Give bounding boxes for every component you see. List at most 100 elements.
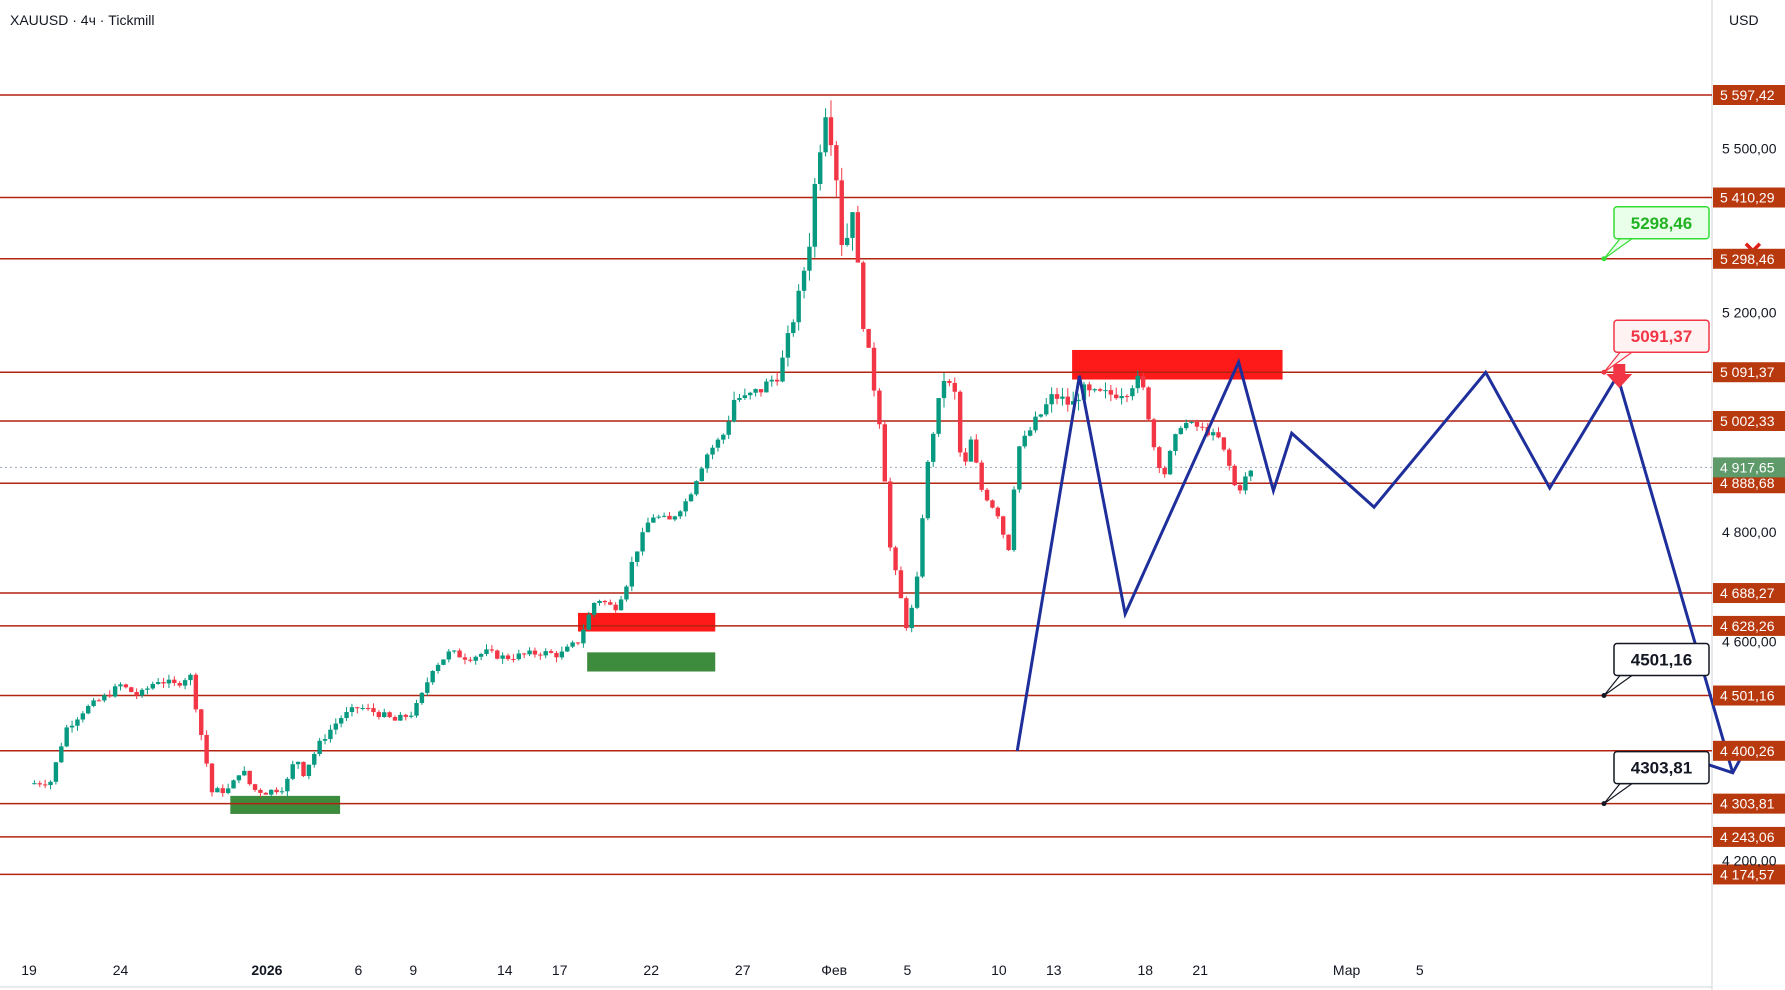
candle-body [333,723,338,730]
level-badge [1713,793,1785,814]
candle-body [360,707,365,709]
zones [230,349,1283,814]
candle-body [861,262,866,329]
candle-body [952,382,957,392]
price-axis[interactable]: 5 597,42 5 410,29 5 298,46 5 091,37 5 002,33… [1713,85,1785,885]
candle-body [1189,421,1194,423]
candle-body [769,379,774,382]
candle-body [301,761,306,777]
candle-body [129,687,134,693]
candle-body [59,746,64,763]
level-label: 4 501,16 [1720,688,1775,704]
candle-body [618,599,624,611]
x-tick-label: 18 [1138,962,1154,978]
candle-body [96,700,102,702]
level-label: 5 410,29 [1720,190,1775,206]
candle-body [1038,414,1044,417]
candle-body [1243,476,1248,491]
candle-body [166,679,172,684]
candle-body [834,145,839,181]
level-badge [1713,362,1785,383]
candle-body [812,184,818,247]
x-tick-label: 19 [21,962,37,978]
time-axis[interactable]: 19 24 2026 6 9 14 17 22 27 Фев 5 10 13 18 21 Мар 5 [21,962,1424,978]
candle-body [850,212,855,238]
x-tick-label: Фев [821,962,847,978]
candle-body [285,778,290,792]
green-zone [230,795,341,814]
candle-body [263,792,269,795]
x-tick-label: 14 [497,962,513,978]
x-tick-label: 10 [991,962,1007,978]
green-zone [587,652,716,672]
candle-body [134,692,139,696]
candle-body [920,518,925,577]
candle-body [252,784,258,790]
candle-body [495,650,500,659]
candle-body [312,753,317,765]
candle-body [269,789,274,795]
candle-body [452,650,457,652]
y-tick-label: 5 200,00 [1722,305,1777,321]
y-tick-label: 4 200,00 [1722,853,1777,869]
candle-body [974,439,979,463]
candle-body [844,237,850,246]
candle-body [678,511,683,517]
level-badge [1713,410,1785,431]
candle-body [398,714,403,721]
candle-body [387,712,392,718]
x-tick-label: 24 [113,962,129,978]
currency-label[interactable]: USD [1729,12,1759,28]
candle-body [1178,428,1184,435]
level-label: 4 888,68 [1720,475,1775,491]
last-price-badge [1713,457,1785,478]
callout-anchor [1601,801,1607,807]
candle-body [575,642,581,644]
candle-body [199,709,204,735]
candle-body [1114,394,1119,399]
candle-body [1162,467,1167,475]
candle-body [1076,399,1081,402]
candle-body [839,180,844,246]
candle-body [785,333,791,358]
candle-body [150,683,155,689]
candle-body [694,481,699,495]
candle-body [704,454,710,469]
candle-body [764,381,769,393]
candle-body [32,783,37,785]
x-tick-label: 13 [1046,962,1062,978]
red-zone [578,612,716,632]
candle-body [231,780,236,789]
candle-body [382,712,387,718]
candle-body [753,389,758,393]
callout-box [1613,319,1710,353]
x-tick-label: 17 [552,962,568,978]
candle-body [936,398,941,434]
level-label: 4 628,26 [1720,618,1775,634]
candle-body [69,725,75,728]
candle-body [909,607,914,629]
candle-body [317,740,322,754]
candle-body [640,532,645,552]
candle-body [1135,375,1140,389]
candle-body [435,664,441,671]
candle-body [629,561,635,587]
candle-body [1044,404,1049,415]
candle-body [193,674,199,710]
candle-body [699,468,704,482]
candle-body [683,501,688,512]
level-label: 4 400,26 [1720,743,1775,759]
candle-body [635,551,640,562]
down-arrow-icon [1606,364,1633,388]
candle-body [543,651,548,656]
candle-body [430,670,435,683]
candle-body [796,290,801,323]
candle-body [204,734,209,764]
level-badge [1713,740,1785,761]
candle-body [290,764,295,779]
x-tick-label: 5 [1416,962,1424,978]
candle-body [613,604,618,611]
candle-body [1017,446,1022,490]
candle-body [220,788,225,794]
